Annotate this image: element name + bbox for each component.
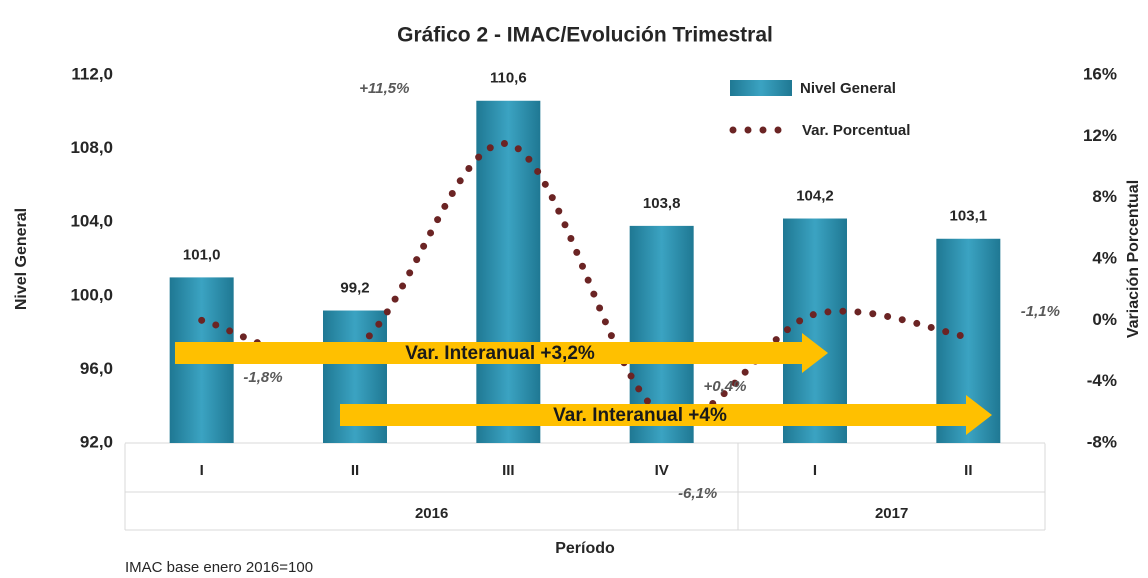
line-value-label: +11,5%: [359, 80, 409, 97]
y-axis-title: Nivel General: [13, 208, 30, 310]
x-axis-title: Período: [555, 540, 615, 557]
y-tick-label: 100,0: [70, 285, 113, 304]
y-tick-label: 96,0: [80, 359, 113, 378]
x-tick-label: I: [813, 462, 817, 479]
x-tick-label: I: [200, 462, 204, 479]
y2-tick-label: -4%: [1087, 371, 1117, 390]
legend-swatch: [730, 80, 792, 96]
x-tick-label: IV: [655, 462, 669, 479]
x-tick-label: II: [964, 462, 972, 479]
y-tick-label: 108,0: [70, 138, 113, 157]
legend-label: Var. Porcentual: [802, 122, 910, 139]
line-value-label: -1,8%: [243, 369, 282, 386]
category-box: [124, 442, 1046, 531]
y2-tick-label: 12%: [1083, 126, 1117, 145]
bar-value-label: 99,2: [340, 279, 369, 296]
group-label: 2017: [875, 505, 908, 522]
bar-value-label: 103,8: [643, 195, 681, 212]
annotation-arrow: [175, 333, 828, 373]
bar-value-label: 104,2: [796, 187, 834, 204]
footnote: IMAC base enero 2016=100: [125, 559, 313, 576]
x-tick-label: III: [502, 462, 515, 479]
annotation: Var. Interanual +4%: [553, 405, 727, 426]
y-tick-label: 104,0: [70, 212, 113, 231]
chart-title: Gráfico 2 - IMAC/Evolución Trimestral: [397, 24, 773, 47]
line-value-label: +0,4%: [704, 378, 747, 395]
bar-value-label: 110,6: [490, 70, 527, 87]
annotation-arrow: [340, 395, 992, 435]
annotation: Var. Interanual +3,2%: [405, 343, 595, 364]
bar-value-label: 103,1: [950, 208, 988, 225]
y2-tick-label: 8%: [1092, 187, 1117, 206]
y2-tick-label: 4%: [1092, 248, 1117, 267]
line-value-label: -6,1%: [678, 485, 717, 502]
y-tick-label: 92,0: [80, 432, 113, 451]
var-line: [198, 140, 972, 422]
group-label: 2016: [415, 505, 448, 522]
y2-tick-label: -8%: [1087, 432, 1117, 451]
x-tick-label: II: [351, 462, 359, 479]
line-value-label: -1,1%: [1021, 303, 1060, 320]
legend-label: Nivel General: [800, 80, 896, 97]
y2-axis-title: Variación Porcentual: [1125, 180, 1142, 338]
bar-value-label: 101,0: [183, 246, 221, 263]
y2-tick-label: 16%: [1083, 64, 1117, 83]
y2-tick-label: 0%: [1092, 310, 1117, 329]
bar: [476, 100, 541, 443]
y-tick-label: 112,0: [71, 64, 113, 83]
